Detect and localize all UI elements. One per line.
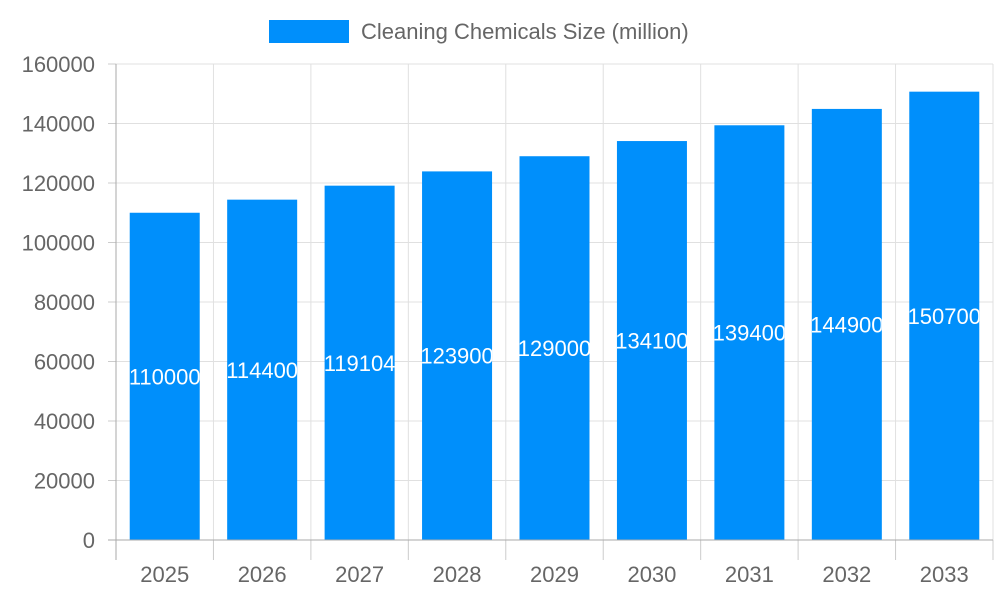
bar (324, 185, 395, 541)
bar (227, 199, 298, 540)
legend-label[interactable]: Cleaning Chemicals Size (million) (361, 19, 689, 44)
data-label: 129000 (518, 336, 591, 361)
y-tick-label: 160000 (22, 52, 95, 77)
x-tick-label: 2033 (920, 562, 969, 587)
legend-swatch[interactable] (269, 20, 349, 43)
y-tick-label: 0 (83, 528, 95, 553)
data-label: 150700 (908, 304, 981, 329)
x-tick-label: 2032 (822, 562, 871, 587)
y-tick-label: 40000 (34, 409, 95, 434)
y-tick-label: 80000 (34, 290, 95, 315)
bar (129, 212, 200, 540)
legend[interactable]: Cleaning Chemicals Size (million) (269, 19, 689, 44)
y-tick-label: 60000 (34, 350, 95, 375)
bar (714, 125, 785, 540)
data-label: 119104 (324, 351, 396, 376)
data-label: 144900 (810, 312, 883, 337)
bars: 110000 114400 119104 123900 129000 134100 1394… (129, 91, 981, 541)
x-tick-label: 2029 (530, 562, 579, 587)
axes: 0 20000 40000 60000 80000 100000 120000 140000 1… (22, 52, 994, 587)
bar (616, 141, 687, 541)
x-tick-label: 2027 (335, 562, 384, 587)
x-tick-label: 2030 (627, 562, 676, 587)
x-tick-label: 2031 (725, 562, 774, 587)
y-tick-label: 120000 (22, 171, 95, 196)
data-label: 114400 (226, 358, 298, 383)
bar (422, 171, 493, 540)
data-label: 134100 (615, 329, 688, 354)
x-tick-label: 2025 (140, 562, 189, 587)
data-label: 139400 (713, 321, 786, 346)
data-label: 110000 (129, 364, 201, 389)
y-tick-label: 140000 (22, 112, 95, 137)
x-tick-label: 2028 (433, 562, 482, 587)
y-tick-label: 20000 (34, 469, 95, 494)
bar (811, 108, 882, 541)
bar (909, 91, 980, 540)
bar (519, 156, 590, 540)
data-label: 123900 (420, 344, 493, 369)
x-tick-label: 2026 (238, 562, 287, 587)
y-tick-label: 100000 (22, 231, 95, 256)
